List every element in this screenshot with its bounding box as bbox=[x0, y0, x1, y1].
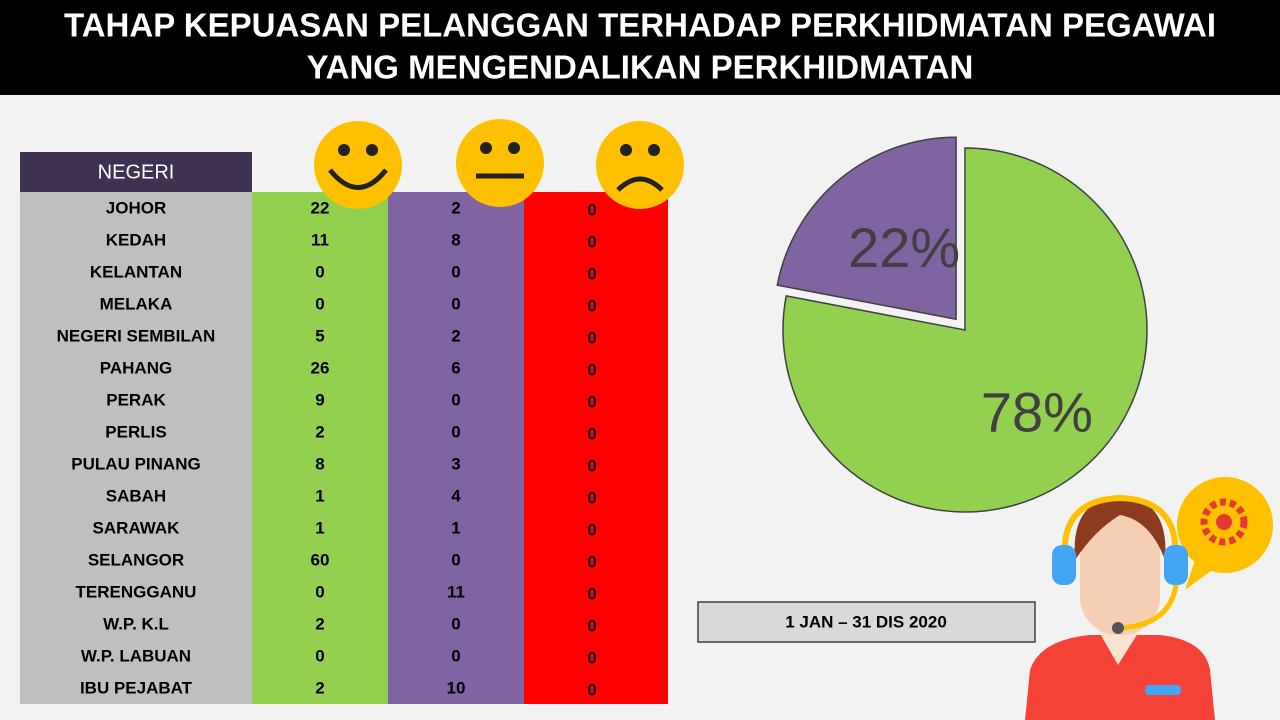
count-cell: 1 bbox=[315, 518, 324, 537]
state-name: KEDAH bbox=[106, 230, 166, 249]
count-cell: 8 bbox=[315, 454, 324, 473]
count-cell: 0 bbox=[451, 646, 460, 665]
count-cell: 0 bbox=[451, 550, 460, 569]
count-cell: 0 bbox=[587, 552, 596, 571]
count-cell: 11 bbox=[447, 582, 465, 601]
count-cell: 4 bbox=[451, 486, 461, 505]
table-header-text: NEGERI bbox=[98, 161, 175, 183]
count-cell: 26 bbox=[311, 358, 330, 377]
state-name: SARAWAK bbox=[93, 518, 181, 537]
title-bar bbox=[0, 0, 1280, 95]
state-name: JOHOR bbox=[106, 198, 166, 217]
count-cell: 0 bbox=[587, 616, 596, 635]
count-cell: 3 bbox=[451, 454, 460, 473]
count-cell: 10 bbox=[447, 678, 466, 697]
state-name: W.P. K.L bbox=[103, 614, 169, 633]
count-cell: 0 bbox=[587, 680, 596, 699]
state-name: PULAU PINANG bbox=[71, 454, 200, 473]
pie-slice bbox=[782, 147, 1148, 513]
title-line: TAHAP KEPUASAN PELANGGAN TERHADAP PERKHI… bbox=[64, 7, 1216, 44]
count-cell: 0 bbox=[587, 264, 596, 283]
count-cell: 0 bbox=[587, 456, 596, 475]
table-header bbox=[20, 152, 252, 192]
pie-label: 78% bbox=[981, 381, 1093, 444]
pie-chart: 78% 22% bbox=[776, 136, 1148, 513]
count-cell: 8 bbox=[451, 230, 460, 249]
count-cell: 6 bbox=[451, 358, 460, 377]
table-column bbox=[388, 192, 524, 704]
state-name: NEGERI SEMBILAN bbox=[57, 326, 216, 345]
state-name: SELANGOR bbox=[88, 550, 184, 569]
count-cell: 2 bbox=[315, 678, 324, 697]
count-cell: 0 bbox=[587, 488, 596, 507]
count-cell: 0 bbox=[451, 294, 460, 313]
table-column bbox=[524, 192, 668, 704]
count-cell: 2 bbox=[315, 422, 324, 441]
count-cell: 2 bbox=[451, 198, 460, 217]
count-cell: 0 bbox=[587, 648, 596, 667]
count-cell: 1 bbox=[315, 486, 324, 505]
pie-label: 22% bbox=[848, 216, 960, 279]
happy-face bbox=[314, 121, 402, 209]
count-cell: 0 bbox=[315, 262, 324, 281]
count-cell: 0 bbox=[587, 584, 596, 603]
state-name: PERLIS bbox=[105, 422, 166, 441]
agent-illustration bbox=[1025, 477, 1273, 720]
count-cell: 0 bbox=[315, 646, 324, 665]
count-cell: 22 bbox=[311, 198, 330, 217]
count-cell: 9 bbox=[315, 390, 324, 409]
count-cell: 0 bbox=[451, 262, 460, 281]
count-cell: 0 bbox=[451, 614, 460, 633]
count-cell: 2 bbox=[451, 326, 460, 345]
state-name: SABAH bbox=[106, 486, 166, 505]
title-line: YANG MENGENDALIKAN PERKHIDMATAN bbox=[307, 49, 974, 86]
count-cell: 0 bbox=[587, 296, 596, 315]
count-cell: 2 bbox=[315, 614, 324, 633]
state-name: MELAKA bbox=[100, 294, 173, 313]
count-cell: 5 bbox=[315, 326, 324, 345]
count-cell: 0 bbox=[315, 294, 324, 313]
count-cell: 0 bbox=[587, 360, 596, 379]
state-name: PERAK bbox=[106, 390, 166, 409]
count-cell: 0 bbox=[451, 390, 460, 409]
date-range: 1 JAN – 31 DIS 2020 bbox=[785, 612, 947, 631]
count-cell: 0 bbox=[315, 582, 324, 601]
count-cell: 1 bbox=[451, 518, 460, 537]
state-name: KELANTAN bbox=[90, 262, 182, 281]
state-name: W.P. LABUAN bbox=[81, 646, 191, 665]
count-cell: 0 bbox=[587, 328, 596, 347]
neutral-face bbox=[456, 119, 544, 207]
state-name: TERENGGANU bbox=[76, 582, 197, 601]
pie-slice bbox=[776, 136, 957, 321]
date-box bbox=[697, 601, 1036, 643]
sad-face bbox=[596, 121, 684, 209]
state-name: PAHANG bbox=[100, 358, 172, 377]
count-cell: 0 bbox=[587, 424, 596, 443]
count-cell: 0 bbox=[587, 232, 596, 251]
count-cell: 11 bbox=[311, 230, 329, 249]
count-cell: 60 bbox=[311, 550, 330, 569]
count-cell: 0 bbox=[587, 392, 596, 411]
state-name: IBU PEJABAT bbox=[80, 678, 193, 697]
count-cell: 0 bbox=[451, 422, 460, 441]
table-column bbox=[20, 192, 252, 704]
table-column bbox=[252, 192, 388, 704]
count-cell: 0 bbox=[587, 520, 596, 539]
count-cell: 0 bbox=[587, 200, 596, 219]
